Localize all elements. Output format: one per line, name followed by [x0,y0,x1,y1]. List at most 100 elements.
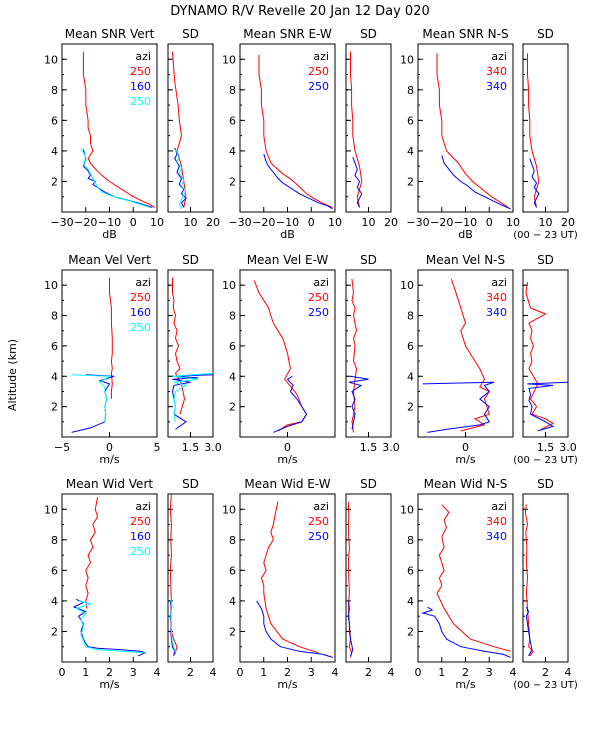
y-tick-label: 10 [400,279,414,292]
y-tick-label: 4 [229,370,236,383]
x-tick-label: 1 [82,666,89,679]
x-tick-label: 0 [106,441,113,454]
legend-entry: 250 [308,291,329,304]
panel-wid_ew: Mean Wid E-W 2 4 6 8 10 0 1 2 3 4 m/s azi 250 250 [222,477,339,691]
y-tick-label: 4 [407,595,414,608]
x-tick-label: 1.5 [360,441,378,454]
panel-title: Mean Vel N-S [426,253,505,267]
x-tick-label: 1 [438,666,445,679]
legend-entry: 250 [130,321,151,334]
x-tick-label: 3.0 [204,441,222,454]
x-tick-label: −20 [252,216,275,229]
y-tick-label: 6 [407,114,414,127]
panel-title: SD [360,477,377,491]
x-axis-label: m/s [277,453,297,466]
panel-vel_vert_sd: SD 1.5 3.0 [167,253,222,454]
legend-entry: 250 [130,95,151,108]
y-tick-label: 2 [407,175,414,188]
x-tick-label: 0 [59,666,66,679]
x-tick-label: 10 [506,216,520,229]
series-line-160 [72,598,147,657]
panel-vel_ns_sd: SD 1.5 3.0(00 − 23 UT) [513,253,578,466]
legend-entry: 340 [486,291,507,304]
x-tick-label: 4 [388,666,395,679]
y-tick-label: 6 [407,564,414,577]
x-tick-label: 10 [539,216,553,229]
y-tick-label: 2 [51,401,58,414]
x-axis-label: m/s [455,678,475,691]
x-tick-label: 0 [415,666,422,679]
panel-title: SD [537,253,554,267]
x-tick-label: 0 [462,441,469,454]
y-tick-label: 4 [51,595,58,608]
x-tick-label: −10 [276,216,299,229]
panel-snr_vert_sd: SD 10 20 [167,27,220,229]
y-tick-label: 10 [222,279,236,292]
legend-title: azi [313,276,329,289]
x-tick-label: 10 [150,216,164,229]
x-tick-label: 3.0 [559,441,577,454]
panel-title: Mean SNR Vert [65,27,155,41]
x-tick-label: 0 [284,441,291,454]
x-tick-label: 4 [510,666,517,679]
plot-frame [167,43,214,213]
y-tick-label: 2 [407,401,414,414]
series-line-340 [525,606,533,657]
legend-entry: 250 [130,291,151,304]
legend-entry: 340 [486,306,507,319]
series-line-250 [348,375,369,430]
x-tick-label: 3 [308,666,315,679]
panel-snr_ns_sd: SD 10 20(00 − 23 UT) [513,27,578,241]
panel-snr_ns: Mean SNR N-S 2 4 6 8 10 −30 −20 −10 0 10 dB azi 340 34… [400,27,520,241]
panel-title: SD [537,477,554,491]
x-tick-label: 10 [184,216,198,229]
y-tick-label: 6 [407,340,414,353]
series-line-250 [170,599,177,653]
y-tick-label: 6 [51,340,58,353]
series-line-250 [174,149,187,210]
x-tick-label: 4 [154,666,161,679]
series-line-250 [169,493,178,655]
y-tick-label: 8 [51,310,58,323]
legend-entry: 160 [130,306,151,319]
x-tick-label: 20 [206,216,220,229]
y-tick-label: 2 [51,625,58,638]
y-tick-label: 4 [407,370,414,383]
series-line-250 [172,51,187,208]
panel-title: Mean Wid E-W [244,477,330,491]
series-line-250 [172,277,186,415]
x-tick-label: 4 [210,666,217,679]
series-line-250 [258,54,333,208]
legend-title: azi [313,500,329,513]
y-tick-label: 4 [51,370,58,383]
y-tick-label: 6 [51,114,58,127]
x-tick-label: 1.5 [537,441,555,454]
y-tick-label: 2 [51,175,58,188]
y-tick-label: 8 [229,310,236,323]
legend-entry: 340 [486,65,507,78]
x-axis-label: m/s [277,678,297,691]
series-line-340 [436,504,511,652]
x-tick-label: −20 [74,216,97,229]
y-tick-label: 8 [407,534,414,547]
x-tick-label: 4 [332,666,339,679]
legend-entry: 250 [308,515,329,528]
panel-vel_ew_sd: SD 1.5 3.0 [345,253,400,454]
y-tick-label: 10 [44,503,58,516]
plot-frame [522,269,569,438]
x-tick-label: 3.0 [382,441,400,454]
y-tick-label: 6 [229,114,236,127]
y-tick-label: 8 [229,84,236,97]
x-tick-label: 3 [130,666,137,679]
y-tick-label: 8 [229,534,236,547]
page-title: DYNAMO R/V Revelle 20 Jan 12 Day 020 [170,4,430,19]
panel-vel_vert: Mean Vel Vert 2 4 6 8 10 −5 0 5 m/s azi 250 160 250 [44,253,161,466]
series-line-340 [450,278,491,432]
plot-frame [167,493,214,663]
x-tick-label: 20 [561,216,575,229]
x-tick-label: 2 [542,666,549,679]
series-line-340 [529,158,540,208]
series-line-250 [80,147,151,208]
series-line-250 [82,51,155,208]
series-line-250 [263,153,333,210]
